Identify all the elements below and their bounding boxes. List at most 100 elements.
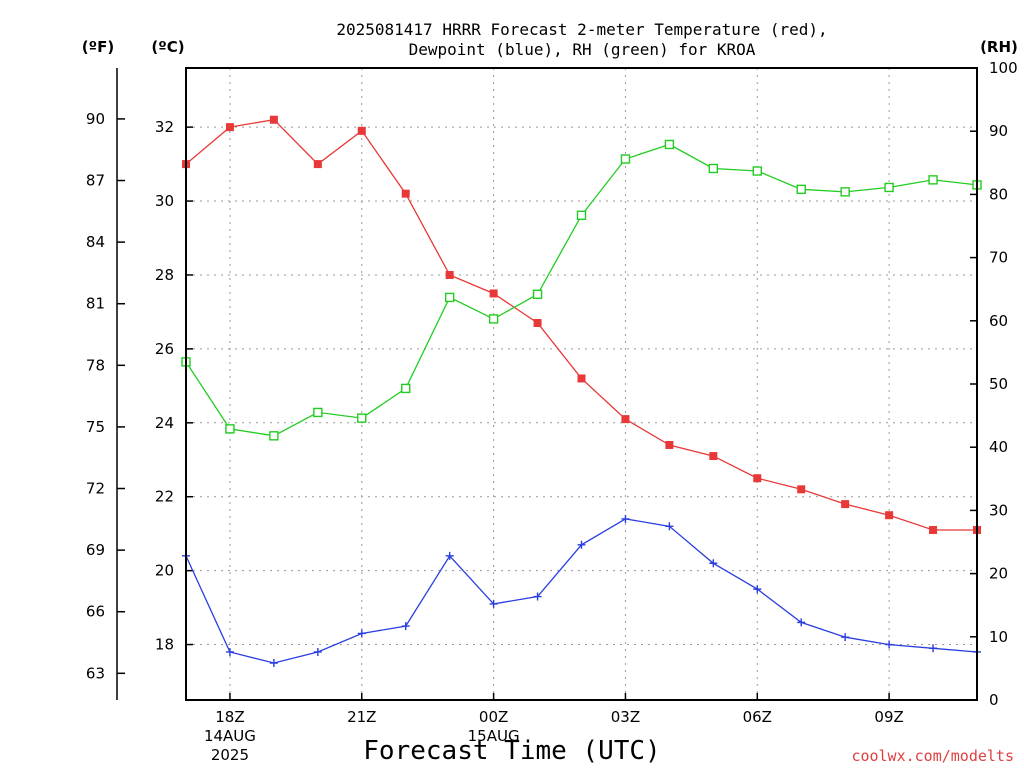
rh-tick-label: 100 [989,59,1018,77]
dewpoint-point [621,514,630,523]
x-tick-label: 00Z [479,708,508,726]
temperature-point [577,374,586,383]
rh-point [752,166,762,176]
rh-tick-label: 90 [989,122,1008,140]
fahrenheit-tick-label: 69 [86,541,105,559]
celsius-tick-label: 32 [155,118,174,136]
dewpoint-point [753,585,762,594]
dewpoint-point [489,599,498,608]
dewpoint-point [269,659,278,668]
dewpoint-point [401,622,410,631]
celsius-tick-label: 26 [155,340,174,358]
rh-point [840,187,850,197]
celsius-unit-label: (ºC) [151,38,184,56]
temperature-point [269,115,278,124]
rh-tick-label: 10 [989,628,1008,646]
dewpoint-point [665,522,674,531]
series-layer [181,115,982,668]
fahrenheit-axis: 63 66 69 72 75 78 81 84 87 90 [86,68,125,700]
temperature-point [401,189,410,198]
x-axis-title: Forecast Time (UTC) [363,736,660,766]
temperature-point [445,270,454,279]
dewpoint-point [797,618,806,627]
rh-point [576,210,587,220]
credit-text: coolwx.com/modelts [851,747,1014,765]
rh-tick-label: 80 [989,185,1008,203]
celsius-tick-label: 22 [155,488,174,506]
fahrenheit-tick-label: 87 [86,172,105,190]
fahrenheit-tick-label: 75 [86,418,105,436]
dewpoint-point [577,540,586,549]
fahrenheit-tick-label: 72 [86,480,105,498]
rh-point [313,407,323,418]
grid-lines [186,68,977,700]
celsius-tick-label: 20 [155,562,174,580]
temperature-point [841,500,850,509]
rh-point [444,292,455,303]
rh-point [269,431,279,441]
celsius-axis: 18 20 22 24 26 28 30 32 [155,118,193,654]
dewpoint-line [185,518,978,664]
temperature-line [185,119,977,531]
celsius-tick-label: 30 [155,192,174,210]
temperature-point [753,474,762,483]
rh-axis: 0 10 20 30 40 50 60 70 80 90 100 [970,59,1018,709]
celsius-tick-label: 24 [155,414,174,432]
plot-frame [185,67,978,701]
rh-tick-label: 0 [989,691,999,709]
x-tick-label: 14AUG [204,727,256,745]
dewpoint-point [313,647,322,656]
rh-point [928,175,938,185]
temperature-point [885,511,894,520]
temperature-point [929,525,938,534]
dewpoint-point [885,640,894,649]
x-tick-label: 03Z [611,708,640,726]
rh-point [225,424,235,434]
celsius-tick-label: 28 [155,266,174,284]
fahrenheit-tick-label: 84 [86,233,105,251]
dewpoint-point [533,592,542,601]
temperature-point [225,123,234,132]
rh-point [401,383,411,394]
rh-point [884,182,894,193]
temperature-point [489,289,498,298]
dewpoint-point [929,644,938,653]
rh-tick-label: 40 [989,438,1008,456]
fahrenheit-tick-label: 63 [86,664,105,682]
dewpoint-point [357,629,366,638]
rh-point [664,139,675,150]
temperature-series [182,115,981,534]
x-tick-label: 21Z [347,708,376,726]
rh-tick-label: 30 [989,501,1008,519]
rh-tick-label: 20 [989,565,1008,583]
dewpoint-series [182,514,981,668]
x-tick-label: 15AUG [468,727,520,745]
rh-point [708,163,719,174]
rh-point [796,184,806,195]
dewpoint-point [841,633,850,642]
dewpoint-point [225,647,234,656]
celsius-tick-label: 18 [155,636,174,654]
rh-tick-label: 60 [989,312,1008,330]
x-tick-label: 09Z [874,708,903,726]
temperature-point [797,485,806,494]
title-line-1: 2025081417 HRRR Forecast 2-meter Tempera… [336,20,827,39]
temperature-point [533,319,542,328]
fahrenheit-tick-label: 78 [86,356,105,374]
fahrenheit-tick-label: 66 [86,603,105,621]
rh-point [532,289,543,299]
x-tick-label: 18Z [215,708,244,726]
temperature-point [665,440,674,449]
temperature-point [313,160,322,169]
dewpoint-point [709,559,718,568]
rh-point [488,314,499,324]
rh-series [181,139,982,441]
rh-line [185,143,978,437]
x-tick-label: 06Z [743,708,772,726]
rh-point [620,154,631,164]
rh-tick-label: 70 [989,249,1008,267]
rh-point [357,413,367,423]
rh-unit-label: (RH) [980,38,1018,56]
